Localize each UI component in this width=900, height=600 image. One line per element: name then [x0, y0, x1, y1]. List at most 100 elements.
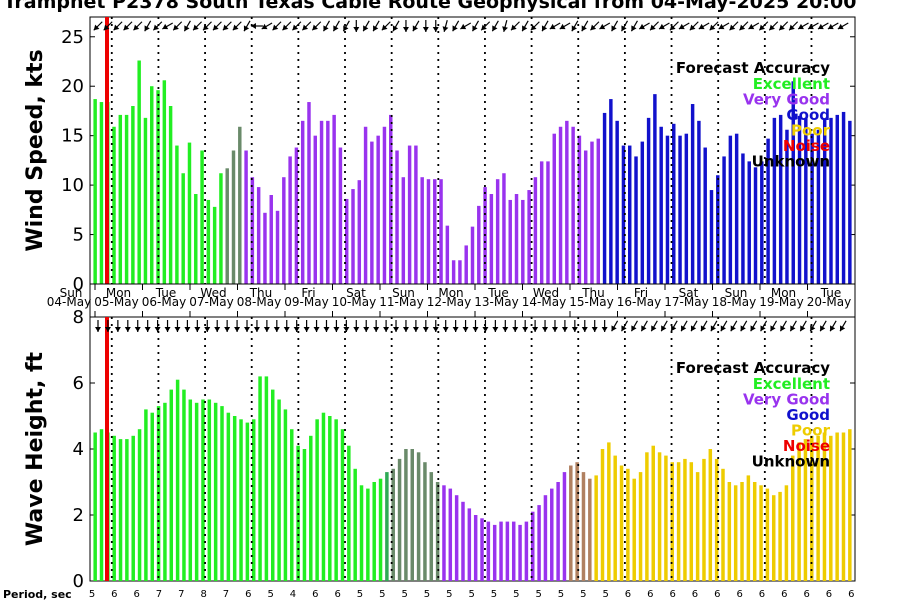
period-value: 5 [446, 589, 452, 600]
wind-bar [753, 167, 758, 284]
wind-direction-arrow [718, 22, 730, 30]
wave-direction-arrow [472, 320, 479, 332]
wave-direction-arrow [561, 320, 568, 332]
wind-direction-arrow [362, 20, 370, 32]
day-label-dow: Tue [487, 286, 509, 300]
wave-bar [429, 472, 434, 581]
wind-bar [659, 126, 663, 285]
wave-direction-arrow [194, 320, 201, 332]
wind-ytick-label: 20 [61, 76, 84, 97]
wave-bar [207, 399, 212, 581]
period-value: 5 [379, 589, 385, 600]
wave-bar [810, 435, 814, 581]
wave-direction-arrow [779, 320, 787, 332]
wave-bar [473, 515, 478, 581]
wave-direction-arrow [512, 320, 519, 332]
wave-bar [378, 478, 383, 581]
wind-direction-arrow [123, 21, 133, 31]
wave-bar [188, 399, 193, 581]
wave-bar [137, 429, 142, 581]
wave-bar [347, 445, 351, 581]
wave-direction-arrow [134, 320, 141, 332]
wave-bar [543, 495, 548, 581]
period-value: 5 [580, 589, 586, 600]
wave-direction-arrow [393, 320, 400, 332]
wind-bar [810, 133, 814, 284]
period-value: 5 [535, 589, 541, 600]
wind-direction-arrow [471, 20, 480, 32]
wind-direction-arrow [630, 20, 638, 32]
wave-bar [695, 472, 700, 581]
wave-bar [619, 465, 624, 581]
wave-bar [492, 524, 497, 581]
wind-bar [470, 226, 475, 284]
period-value: 7 [156, 589, 162, 600]
wind-bar [131, 106, 135, 284]
wave-bar [277, 399, 281, 581]
wind-bar [458, 260, 462, 284]
legend-item-good: Good [786, 106, 830, 124]
wind-direction-arrow [243, 20, 251, 32]
day-label-dow: Mon [106, 286, 131, 300]
wind-bar [477, 205, 481, 284]
period-value: 6 [759, 589, 765, 600]
wind-direction-arrow [311, 21, 322, 31]
wave-bar [733, 485, 738, 581]
day-label-dow: Mon [438, 286, 463, 300]
wind-direction-arrow [788, 21, 799, 31]
wave-direction-arrow [750, 320, 758, 332]
wave-bar [315, 419, 319, 581]
period-value: 5 [424, 589, 430, 600]
wind-bar [697, 120, 701, 284]
wind-bar [156, 90, 160, 284]
wind-bar [143, 117, 148, 284]
wind-speed-panel: 0 5 10 15 20 25 Wind Speed, kts Forecast Accura… [23, 16, 856, 295]
wind-ytick-label: 25 [61, 27, 84, 48]
wave-direction-arrow [244, 320, 251, 332]
wind-direction-arrow [599, 22, 611, 30]
wave-direction-arrow [452, 320, 459, 332]
wind-bar [539, 161, 544, 284]
wind-bar [175, 145, 179, 284]
day-label-date: 04-May [47, 295, 91, 309]
wind-direction-arrow [807, 22, 819, 30]
wave-bar [600, 449, 605, 581]
wave-direction-arrow [482, 320, 489, 332]
wind-bar [590, 141, 594, 284]
legend-item-poor: Poor [791, 422, 831, 440]
period-value: 5 [468, 589, 474, 600]
day-label-date: 20-May [807, 295, 851, 309]
wind-bar [370, 141, 374, 284]
wave-direction-arrow [333, 320, 340, 332]
wave-bar [328, 416, 332, 581]
wave-bar [163, 402, 167, 581]
wave-direction-arrow [293, 320, 300, 332]
wave-bar [638, 472, 643, 581]
wind-ytick-label: 10 [61, 175, 84, 196]
wave-direction-arrow [799, 320, 807, 332]
wave-direction-arrow [710, 320, 718, 332]
wind-bar [678, 135, 682, 284]
wave-direction-arrow [700, 320, 708, 332]
wave-ytick-label: 0 [73, 571, 84, 592]
wind-bar [206, 199, 211, 284]
wind-bar [602, 112, 607, 284]
wave-bar [302, 449, 307, 581]
wave-direction-arrow [303, 320, 310, 332]
wind-direction-arrow [571, 20, 579, 32]
wind-bar [451, 260, 456, 284]
wind-bar [263, 212, 267, 284]
wind-bar [118, 114, 123, 285]
wind-direction-arrow [827, 22, 839, 30]
wind-direction-arrow [590, 21, 600, 31]
wind-direction-arrow [144, 20, 152, 32]
day-label-dow: Fri [301, 286, 315, 300]
wave-bar [822, 432, 827, 581]
wind-bar [376, 135, 380, 284]
wave-direction-arrow [462, 320, 469, 332]
wind-direction-arrow [698, 22, 710, 30]
wind-bar [558, 126, 563, 285]
wind-direction-arrow [748, 22, 760, 30]
wave-bar [613, 455, 617, 581]
wave-bar [683, 458, 687, 581]
